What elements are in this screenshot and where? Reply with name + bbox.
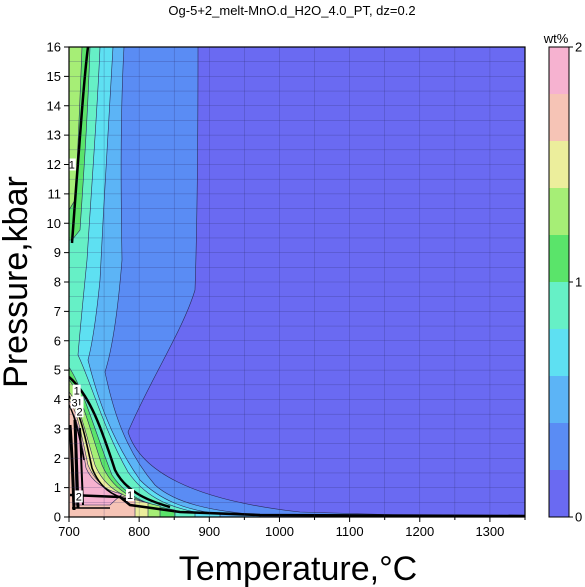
x-tick-label: 800 <box>128 524 150 539</box>
colorbar-swatch <box>549 188 569 235</box>
colorbar-swatch <box>549 47 569 94</box>
y-tick-label: 13 <box>47 128 61 143</box>
contour-label-bg <box>126 488 135 501</box>
y-tick-label: 3 <box>54 421 61 436</box>
y-tick-label: 5 <box>54 363 61 378</box>
contour-label: 1 <box>75 396 84 409</box>
colorbar-swatch <box>549 376 569 423</box>
y-tick-label: 0 <box>54 510 61 525</box>
x-tick-label: 900 <box>198 524 220 539</box>
y-tick-label: 9 <box>54 245 61 260</box>
contour-line-3 <box>69 404 85 461</box>
contour-label-text: 1 <box>76 397 82 409</box>
contour-label: 1 <box>126 488 135 502</box>
contour-label: 1 <box>72 384 81 398</box>
colorbar-swatch <box>549 470 569 517</box>
y-tick-label: 6 <box>54 333 61 348</box>
contour-label: 1 <box>69 158 76 172</box>
contour-label-bg <box>69 158 76 171</box>
x-tick-label: 1300 <box>475 524 504 539</box>
contour-label-text: 2 <box>76 406 82 418</box>
y-tick-label: 2 <box>54 451 61 466</box>
x-tick-label: 1100 <box>336 524 364 539</box>
x-tick-label: 700 <box>58 524 80 539</box>
x-tick-label: 1200 <box>405 524 434 539</box>
contour-label-text: 1 <box>69 160 75 172</box>
contour-label-bg <box>72 384 81 397</box>
contour-label-text: 2 <box>76 491 82 503</box>
colorbar-swatch <box>549 423 569 470</box>
contour-label-bg <box>75 396 84 409</box>
colorbar-label: wt% <box>543 31 569 46</box>
colorbar-tick-label: 0 <box>575 510 582 525</box>
x-tick-label: 1000 <box>265 524 294 539</box>
contour-label-bg <box>75 405 84 418</box>
y-tick-label: 12 <box>47 157 61 172</box>
y-tick-label: 1 <box>54 480 61 495</box>
contour-label-text: 1 <box>127 490 133 502</box>
colorbar-swatch <box>549 94 569 141</box>
y-tick-label: 11 <box>48 186 62 201</box>
colorbar: 0 1 2 <box>548 40 582 525</box>
contour-label: 2 <box>75 405 84 418</box>
colorbar-tick-label: 1 <box>575 275 582 290</box>
contour-label-text: 3 <box>72 397 78 409</box>
y-tick-label: 8 <box>54 275 61 290</box>
chart-title: Og-5+2_melt-MnO.d_H2O_4.0_PT, dz=0.2 <box>168 3 415 18</box>
x-axis-title: Temperature,°C <box>179 550 417 587</box>
y-tick-label: 15 <box>47 69 61 84</box>
y-tick-label: 4 <box>54 392 61 407</box>
y-tick-label: 16 <box>47 40 61 55</box>
contour-label: 2 <box>74 490 83 503</box>
y-axis-title: Pressure,kbar <box>0 176 35 388</box>
y-tick-label: 14 <box>47 98 61 113</box>
y-tick-label: 7 <box>54 304 61 319</box>
contour-label-bg <box>70 396 79 409</box>
contour-line-1 <box>69 47 171 509</box>
colorbar-swatch <box>549 141 569 188</box>
colorbar-swatch <box>549 329 569 376</box>
y-tick-label: 10 <box>47 216 61 231</box>
x-axis-ticks: 700 800 900 1000 1100 1200 1300 <box>58 517 526 539</box>
contour-label: 3 <box>70 396 79 409</box>
grid <box>69 47 525 517</box>
colorbar-swatch <box>549 282 569 329</box>
colorbar-tick-label: 2 <box>575 40 582 55</box>
colorbar-swatch <box>549 235 569 282</box>
contour-label-text: 1 <box>74 386 80 398</box>
contour-label-bg <box>74 490 83 503</box>
